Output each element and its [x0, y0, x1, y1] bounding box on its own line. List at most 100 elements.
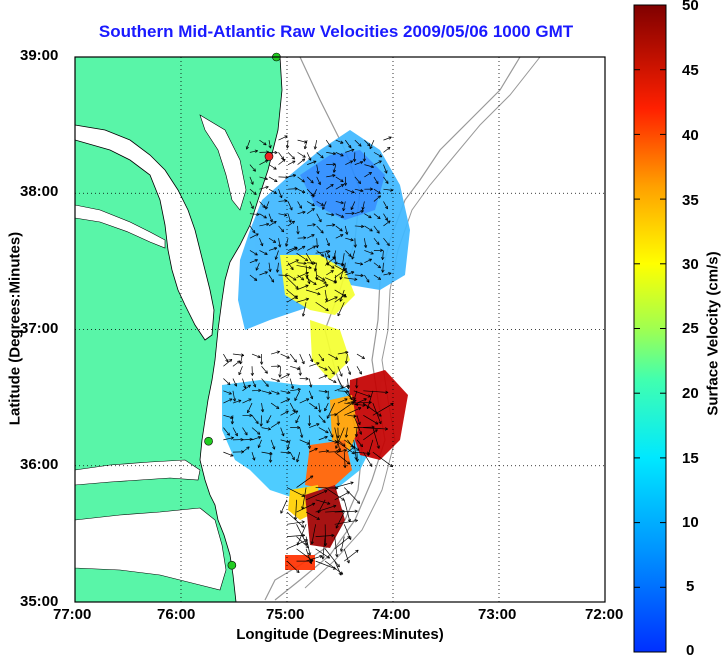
velocity-vector: [343, 524, 352, 540]
velocity-vector: [372, 451, 393, 468]
velocity-vector: [268, 237, 276, 243]
velocity-vector-head: [253, 279, 257, 281]
velocity-vector-head: [354, 433, 357, 437]
velocity-vector-head: [301, 521, 305, 524]
velocity-vector-head: [355, 385, 357, 389]
velocity-vector-head: [360, 273, 364, 276]
velocity-vector: [306, 152, 312, 161]
velocity-vector-head: [303, 246, 306, 249]
velocity-vector-head: [326, 308, 329, 311]
velocity-vector-head: [268, 393, 272, 395]
velocity-vector-head: [319, 409, 322, 413]
velocity-vector: [367, 439, 374, 456]
velocity-vector-head: [265, 385, 269, 387]
y-tick-label: 37:00: [20, 320, 59, 337]
velocity-vector-head: [339, 448, 342, 452]
velocity-vector-head: [310, 262, 314, 265]
velocity-vector-head: [384, 218, 388, 221]
velocity-vector-head: [379, 195, 381, 199]
velocity-vector: [316, 213, 322, 223]
potomac-river: [75, 204, 166, 249]
velocity-vector-head: [364, 398, 367, 402]
velocity-vector: [302, 487, 307, 510]
velocity-vector-head: [293, 160, 296, 164]
velocity-vector: [223, 451, 234, 457]
velocity-vector-head: [324, 408, 328, 412]
velocity-vector-head: [296, 459, 298, 463]
velocity-vector: [318, 374, 328, 379]
velocity-vector: [354, 161, 364, 165]
velocity-vector: [353, 451, 370, 454]
velocity-vector-head: [340, 299, 343, 302]
velocity-vector: [337, 398, 348, 404]
velocity-vector: [238, 366, 243, 376]
velocity-vector-head: [306, 257, 309, 261]
velocity-vector: [270, 402, 280, 409]
velocity-vector-head: [351, 212, 355, 215]
velocity-vector-head: [301, 434, 304, 438]
velocity-vector-head: [352, 451, 355, 455]
velocity-vector-head: [275, 269, 278, 273]
colorbar-tick-label: 15: [682, 450, 699, 467]
assateague-site-marker: [264, 152, 274, 161]
velocity-vector-head: [289, 207, 293, 211]
velocity-vector: [308, 390, 313, 400]
velocity-vector-head: [343, 449, 347, 451]
x-tick-label: 74:00: [372, 606, 411, 623]
velocity-vector-head: [293, 220, 295, 224]
velocity-vector: [353, 439, 357, 460]
velocity-vector-head: [322, 556, 325, 560]
x-tick-label: 76:00: [157, 606, 196, 623]
velocity-vector: [268, 262, 271, 272]
velocity-vector: [287, 174, 296, 178]
velocity-vector-head: [357, 422, 361, 426]
velocity-vector-head: [264, 142, 267, 146]
velocity-vector-head: [354, 277, 358, 280]
velocity-vector-head: [349, 518, 351, 522]
velocity-vector-head: [382, 269, 385, 273]
delmarva-bay: [199, 114, 247, 211]
velocity-vector: [240, 353, 243, 365]
map-title: Southern Mid-Atlantic Raw Velocities 200…: [98, 22, 574, 41]
velocity-vector: [367, 390, 374, 409]
velocity-vector-head: [258, 389, 262, 393]
velocity-vector-head: [297, 425, 301, 428]
velocity-vector: [364, 213, 372, 219]
velocity-vector-head: [278, 374, 281, 378]
velocity-vector-head: [277, 405, 280, 409]
velocity-vector-head: [388, 272, 392, 274]
velocity-vector-head: [306, 285, 309, 288]
velocity-vector-head: [279, 244, 282, 248]
velocity-vector: [305, 536, 311, 556]
velocity-vector-head: [280, 511, 284, 514]
velocity-vector-head: [371, 425, 375, 428]
velocity-vector-head: [302, 493, 305, 497]
velocity-vector: [249, 225, 256, 234]
velocity-vector-head: [293, 174, 297, 178]
velocity-vector-head: [384, 170, 387, 174]
velocity-vector-head: [333, 169, 337, 173]
velocity-vector-head: [318, 220, 322, 223]
colorbar-tick-label: 0: [686, 642, 695, 659]
velocity-vector: [325, 139, 332, 148]
velocity-vector: [278, 274, 288, 276]
velocity-vector: [322, 201, 327, 210]
velocity-vector: [383, 136, 392, 141]
velocity-vector: [324, 487, 345, 501]
velocity-vector-head: [278, 421, 281, 425]
velocity-vector-head: [338, 563, 340, 567]
velocity-vector-head: [333, 505, 337, 508]
velocity-vector-head: [307, 445, 310, 449]
velocity-vector: [309, 448, 318, 453]
velocity-vector: [286, 289, 298, 299]
velocity-vector: [296, 452, 301, 463]
velocity-vector-head: [327, 396, 330, 400]
velocity-vector: [299, 439, 310, 445]
velocity-vector: [334, 289, 347, 298]
velocity-vector-head: [281, 433, 284, 437]
velocity-vector-head: [327, 255, 330, 259]
velocity-vector-head: [376, 446, 380, 449]
velocity-vector-head: [378, 276, 382, 280]
velocity-vector-head: [313, 161, 317, 164]
velocity-vector: [326, 152, 336, 155]
